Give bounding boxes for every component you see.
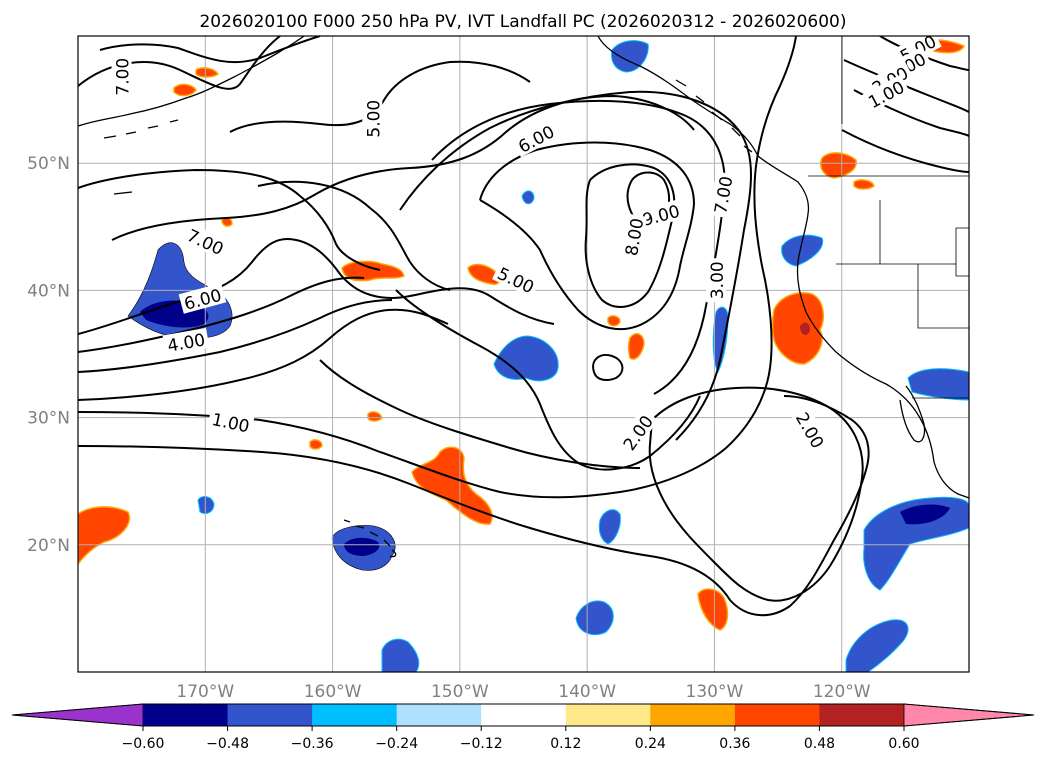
longitude-tick-label: 150°W: [431, 682, 489, 702]
contour-label: 7.00: [111, 54, 134, 99]
positive-anomaly-core: [800, 322, 810, 335]
longitude-tick-label: 130°W: [686, 682, 744, 702]
contour-label: 5.00: [362, 96, 384, 141]
colorbar-tick-label: −0.36: [291, 736, 334, 752]
positive-anomaly-region: [627, 333, 645, 360]
colorbar-segment: [143, 704, 229, 726]
negative-anomaly-region: [493, 335, 559, 382]
negative-anomaly-region: [863, 496, 969, 591]
colorbar-tick-label: 0.60: [888, 736, 919, 752]
pv-contours: [78, 36, 969, 617]
positive-anomaly-region: [173, 83, 197, 97]
longitude-tick-label: 120°W: [813, 682, 871, 702]
positive-anomaly-region: [221, 217, 233, 227]
alaska-panhandle-islands: [675, 79, 753, 153]
positive-anomaly-region: [771, 292, 825, 365]
colorbar-tick-label: 0.48: [804, 736, 835, 752]
positive-anomaly-region: [697, 588, 729, 631]
state-borders: [836, 200, 969, 329]
colorbar-tick-label: −0.24: [375, 736, 418, 752]
map-area: 7.005.006.007.006.004.005.009.008.007.00…: [78, 36, 969, 672]
negative-anomaly-region: [781, 234, 824, 267]
pv-contour-labels: 7.005.006.007.006.004.005.009.008.007.00…: [111, 36, 942, 457]
colorbar-segment: [650, 704, 736, 726]
alaska-coast: [78, 36, 305, 127]
contour-label-text: 3.00: [708, 261, 728, 299]
latitude-tick-label: 30°N: [27, 409, 70, 429]
colorbar: −0.60 −0.48 −0.36 −0.24 −0.12 0.12 0.24 0.36 0.4…: [11, 703, 1035, 752]
colorbar-tick-label: 0.36: [719, 736, 750, 752]
longitude-tick-labels: 170°W 160°W 150°W 140°W 130°W 120°W: [176, 682, 870, 702]
colorbar-tick-label: −0.60: [122, 736, 165, 752]
longitude-tick-label: 140°W: [558, 682, 616, 702]
positive-anomaly-region: [853, 179, 875, 190]
aleutian-islands: [103, 119, 179, 195]
positive-anomaly-region: [195, 67, 220, 78]
colorbar-tick-label: −0.48: [206, 736, 249, 752]
negative-anomaly-region: [381, 638, 420, 672]
coastlines: [78, 36, 969, 558]
negative-anomaly-region: [611, 40, 649, 73]
contour-label-text: 7.00: [114, 58, 134, 96]
colorbar-segment: [565, 704, 651, 726]
negative-anomaly-core: [900, 504, 950, 525]
colorbar-tick-label: 0.24: [635, 736, 666, 752]
contour-label: 4.00: [162, 327, 210, 357]
negative-anomaly-core: [344, 537, 380, 556]
positive-anomaly-region: [78, 506, 131, 566]
negative-anomaly-region: [197, 496, 215, 515]
colorbar-segment: [312, 704, 398, 726]
political-borders: [808, 36, 969, 399]
longitude-tick-label: 170°W: [176, 682, 234, 702]
colorbar-tick-label: 0.12: [550, 736, 581, 752]
latitude-tick-label: 50°N: [27, 154, 70, 174]
latitude-tick-labels: 20°N 30°N 40°N 50°N: [27, 154, 70, 556]
positive-anomaly-region: [607, 315, 621, 327]
hawaii-islands: [343, 519, 397, 558]
negative-anomaly-region: [907, 368, 969, 401]
baja-california-coast: [899, 385, 926, 443]
positive-anomaly-region: [820, 152, 857, 179]
positive-anomaly-region: [309, 439, 323, 450]
negative-anomaly-region: [598, 509, 621, 545]
colorbar-segment: [481, 704, 567, 726]
latitude-tick-label: 40°N: [27, 281, 70, 301]
colorbar-segment: [396, 704, 482, 726]
longitude-tick-label: 160°W: [304, 682, 362, 702]
contour-label-text: 5.00: [364, 100, 384, 138]
map-title: 2026020100 F000 250 hPa PV, IVT Landfall…: [199, 12, 846, 32]
map-frame: [77, 35, 970, 673]
negative-anomaly-region: [521, 190, 535, 205]
contour-label: 3.00: [705, 258, 728, 303]
colorbar-tick-label: −0.12: [460, 736, 503, 752]
colorbar-segment: [819, 704, 905, 726]
colorbar-over-arrow: [903, 703, 1035, 727]
colorbar-segment: [227, 704, 313, 726]
colorbar-under-arrow: [11, 703, 144, 727]
colorbar-segment: [734, 704, 820, 726]
negative-anomaly-region: [845, 619, 909, 672]
positive-anomaly-region: [411, 446, 493, 525]
latitude-tick-label: 20°N: [27, 536, 70, 556]
negative-anomaly-region: [712, 306, 729, 374]
north-america-coast: [597, 36, 969, 499]
positive-anomaly-region: [341, 260, 405, 282]
